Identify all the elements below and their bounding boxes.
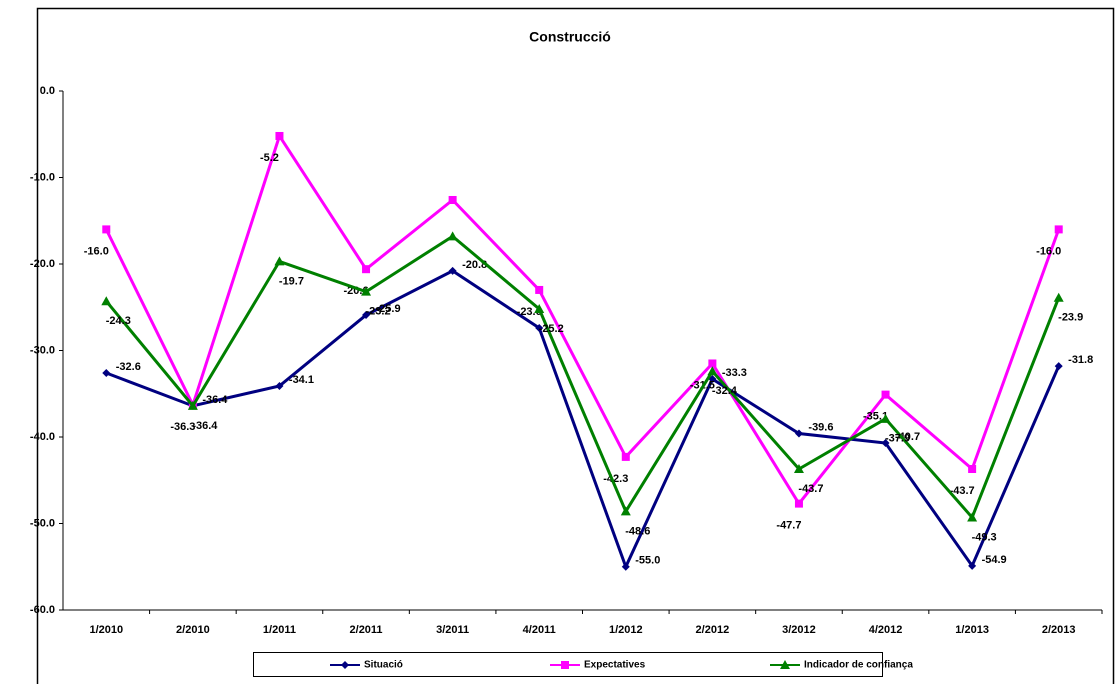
- marker: [968, 465, 977, 474]
- marker: [621, 452, 630, 461]
- data-label: -40.7: [895, 431, 920, 443]
- data-label: -24.3: [106, 315, 131, 327]
- data-label: -25.9: [376, 303, 401, 315]
- marker: [708, 359, 717, 368]
- marker: [881, 390, 890, 399]
- marker: [794, 429, 803, 438]
- marker: [967, 512, 978, 522]
- data-label: -39.6: [808, 421, 833, 433]
- marker: [780, 660, 790, 669]
- x-tick-label: 2/2012: [696, 624, 730, 636]
- marker: [880, 413, 891, 423]
- marker: [968, 561, 977, 570]
- data-label: -23.9: [1058, 312, 1083, 324]
- series-line: [105, 234, 1061, 521]
- data-label: -33.3: [722, 367, 747, 379]
- data-label: -36.3: [170, 421, 195, 433]
- marker: [101, 296, 112, 306]
- marker: [448, 266, 457, 275]
- data-label: -32.4: [712, 385, 738, 397]
- data-label: -54.9: [982, 554, 1007, 566]
- x-tick-label: 4/2011: [523, 624, 556, 636]
- data-label: -55.0: [635, 555, 660, 567]
- x-tick-label: 2/2010: [176, 624, 210, 636]
- marker: [275, 381, 284, 390]
- data-label: -23.0: [517, 306, 542, 318]
- legend-label: Indicador de confiança: [804, 660, 913, 671]
- legend-label: Expectatives: [584, 660, 646, 671]
- data-label: -47.7: [776, 520, 801, 532]
- x-tick-label: 2/2011: [350, 624, 383, 636]
- data-label: -16.0: [84, 245, 109, 257]
- data-label: -36.4: [202, 394, 228, 406]
- series-line: [104, 132, 1061, 507]
- marker: [534, 303, 545, 313]
- y-tick-label: 0.0: [40, 85, 55, 97]
- data-label: -36.4: [192, 420, 218, 432]
- data-label: -42.3: [603, 473, 628, 485]
- data-label: -16.0: [1036, 245, 1061, 257]
- marker: [361, 286, 372, 296]
- data-label: -31.8: [1068, 354, 1093, 366]
- x-tick-label: 4/2012: [869, 624, 903, 636]
- y-tick-label: -50.0: [30, 517, 55, 529]
- x-tick-label: 1/2013: [955, 624, 989, 636]
- x-tick-label: 3/2011: [436, 624, 469, 636]
- chart-border: [36, 7, 1115, 684]
- y-tick-label: -40.0: [30, 431, 55, 443]
- legend-label: Situació: [364, 660, 403, 671]
- marker: [275, 131, 284, 140]
- marker: [362, 311, 371, 320]
- data-label: -32.6: [116, 361, 141, 373]
- y-tick-label: -10.0: [30, 171, 55, 183]
- x-tick-label: 2/2013: [1042, 624, 1076, 636]
- marker: [341, 661, 349, 669]
- marker: [102, 368, 111, 377]
- data-label: -48.6: [625, 525, 650, 537]
- data-label: -49.3: [972, 531, 997, 543]
- data-label: -43.7: [950, 485, 975, 497]
- marker: [535, 285, 544, 294]
- marker: [794, 499, 803, 508]
- y-tick-label: -20.0: [30, 258, 55, 270]
- marker: [1054, 225, 1063, 234]
- data-label: -37.9: [885, 433, 910, 445]
- marker: [274, 256, 285, 266]
- marker: [448, 195, 457, 204]
- data-label: -43.7: [798, 483, 823, 495]
- marker: [620, 506, 631, 516]
- x-tick-label: 1/2012: [609, 624, 643, 636]
- y-tick-label: -30.0: [30, 344, 55, 356]
- data-label: -19.7: [279, 275, 304, 287]
- y-tick-label: -60.0: [30, 604, 55, 616]
- marker: [362, 265, 371, 274]
- marker: [535, 324, 544, 333]
- x-tick-label: 3/2012: [782, 624, 816, 636]
- data-label: -23.2: [366, 306, 391, 318]
- data-label: -34.1: [289, 374, 314, 386]
- data-label: -5.2: [260, 152, 279, 164]
- marker: [881, 439, 890, 448]
- marker: [1054, 362, 1063, 371]
- data-label: -25.2: [539, 323, 564, 335]
- x-tick-label: 1/2011: [263, 624, 296, 636]
- x-tick-label: 1/2010: [89, 624, 123, 636]
- chart-title: Construcció: [529, 29, 611, 45]
- marker: [102, 225, 111, 234]
- marker: [707, 366, 718, 376]
- marker: [621, 562, 630, 571]
- marker: [1053, 292, 1064, 302]
- marker: [187, 400, 198, 410]
- marker: [793, 464, 804, 474]
- series-line: [105, 269, 1061, 571]
- marker: [447, 231, 458, 241]
- marker: [561, 661, 569, 669]
